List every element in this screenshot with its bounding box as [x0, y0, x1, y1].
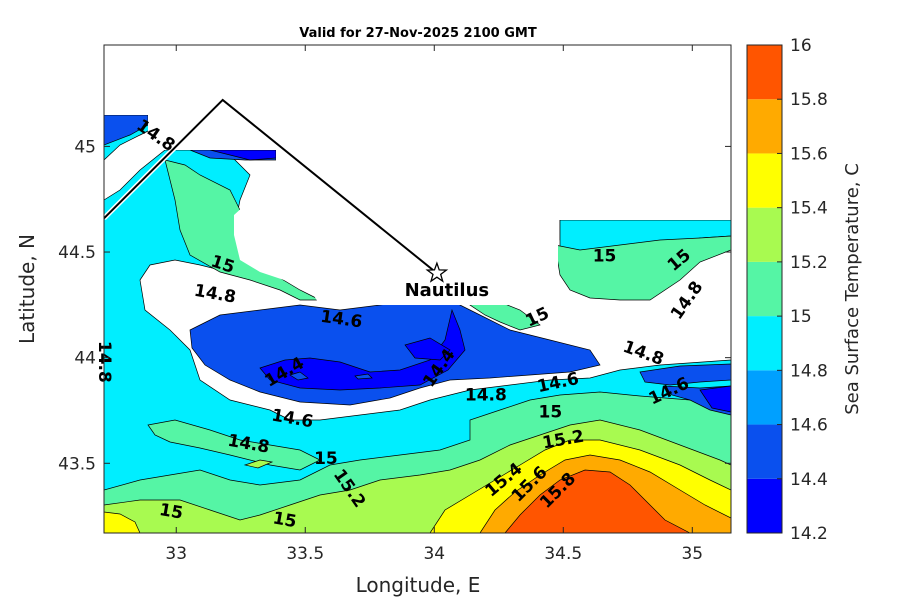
nautilus-label: Nautilus	[405, 280, 490, 301]
y-tick-label: 44	[74, 349, 96, 369]
band-14-4-c	[639, 363, 731, 386]
y-tick-label: 45	[74, 137, 96, 157]
x-tick-label: 33.5	[286, 544, 324, 564]
colorbar-swatch	[747, 153, 782, 208]
band-14-2-b	[404, 337, 451, 361]
colorbar-tick-label: 14.2	[790, 524, 828, 544]
colorbar-tick-label: 15	[790, 307, 812, 327]
small-isoline-b	[354, 373, 373, 380]
colorbar-label: Sea Surface Temperature, C	[842, 163, 863, 415]
colorbar-tick-label: 15.6	[790, 144, 828, 164]
axes-frame	[103, 44, 732, 534]
colorbar-tick-label: 14.4	[790, 470, 828, 490]
y-tick-label: 44.5	[58, 243, 96, 263]
contour-fill-layer	[104, 45, 731, 533]
colorbar: 14.2 14.4 14.6 14.8 15 15.2 15.4 15.6 15.8 16	[746, 36, 828, 544]
small-isoline-a	[289, 371, 309, 381]
track-layer	[104, 96, 439, 276]
x-axis: 33 33.5 34 34.5 35	[165, 45, 703, 564]
contour-label: 15	[158, 500, 185, 524]
contour-label: 15	[539, 403, 563, 423]
track-line	[104, 98, 438, 274]
band-14-2	[259, 308, 466, 391]
nautilus-marker: Nautilus	[405, 261, 490, 301]
colorbar-swatch	[747, 207, 782, 262]
colorbar-tick-label: 16	[790, 36, 812, 56]
colorbar-swatch	[747, 316, 782, 371]
contour-label: 14.8	[465, 386, 507, 406]
band-15-0-b	[554, 235, 731, 301]
x-tick-label: 33	[165, 544, 187, 564]
band-15-0	[164, 159, 321, 301]
contour-label: 15	[314, 449, 338, 469]
colorbar-swatch	[747, 261, 782, 317]
band-15-8	[504, 469, 691, 533]
colorbar-frame	[746, 44, 783, 534]
y-axis-label: Latitude, N	[15, 234, 39, 344]
x-tick-label: 35	[681, 544, 703, 564]
x-tick-label: 34	[423, 544, 445, 564]
colorbar-swatch	[747, 45, 782, 100]
band-15-4-b	[104, 511, 141, 533]
colorbar-tick-label: 15.4	[790, 199, 828, 219]
chart-title: Valid for 27-Nov-2025 2100 GMT	[299, 26, 537, 41]
y-axis: 43.5 44 44.5 45	[58, 137, 731, 474]
colorbar-tick-label: 14.8	[790, 361, 828, 381]
contour-label: 15	[271, 508, 298, 532]
contour-label: 15	[593, 246, 617, 266]
band-14-2-c	[699, 385, 731, 413]
x-axis-label: Longitude, E	[356, 573, 481, 597]
x-tick-label: 34.5	[544, 544, 582, 564]
colorbar-swatch	[747, 370, 782, 425]
y-tick-label: 43.5	[58, 454, 96, 474]
star-icon	[425, 261, 449, 283]
colorbar-swatch	[747, 478, 782, 533]
colorbar-tick-label: 15.2	[790, 253, 828, 273]
colorbar-swatch	[747, 99, 782, 154]
band-15-2-b	[243, 459, 274, 469]
land-mask	[104, 45, 731, 305]
colorbar-tick-label: 14.6	[790, 416, 828, 436]
colorbar-tick-label: 15.8	[790, 90, 828, 110]
band-15-0-d	[147, 419, 321, 471]
colorbar-swatch	[747, 424, 782, 479]
